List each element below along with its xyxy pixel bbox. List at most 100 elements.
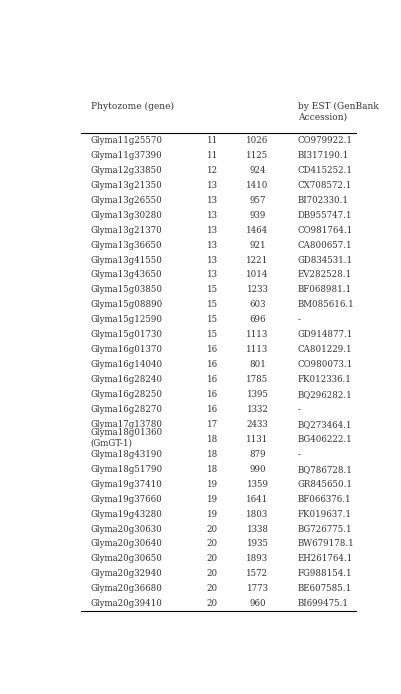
Text: BG406222.1: BG406222.1 — [297, 435, 352, 444]
Text: Glyma12g33850: Glyma12g33850 — [91, 166, 162, 175]
Text: 20: 20 — [206, 539, 217, 548]
Text: 1785: 1785 — [246, 375, 268, 384]
Text: BF066376.1: BF066376.1 — [297, 495, 351, 504]
Text: Glyma13g41550: Glyma13g41550 — [91, 255, 162, 264]
Text: 17: 17 — [206, 420, 217, 429]
Text: 18: 18 — [206, 450, 217, 459]
Text: BQ296282.1: BQ296282.1 — [297, 390, 352, 399]
Text: 1773: 1773 — [246, 584, 268, 593]
Text: 13: 13 — [206, 255, 217, 264]
Text: 15: 15 — [206, 285, 217, 294]
Text: 1338: 1338 — [246, 525, 268, 534]
Text: 16: 16 — [206, 375, 217, 384]
Text: Glyma20g30640: Glyma20g30640 — [91, 539, 162, 548]
Text: -: - — [297, 315, 300, 324]
Text: 20: 20 — [206, 584, 217, 593]
Text: 19: 19 — [206, 495, 217, 504]
Text: 2433: 2433 — [246, 420, 267, 429]
Text: Glyma19g37410: Glyma19g37410 — [91, 480, 162, 489]
Text: GD834531.1: GD834531.1 — [297, 255, 352, 264]
Text: BM085616.1: BM085616.1 — [297, 301, 354, 310]
Text: CO979922.1: CO979922.1 — [297, 136, 352, 145]
Text: 924: 924 — [249, 166, 265, 175]
Text: 16: 16 — [206, 405, 217, 414]
Text: 1026: 1026 — [246, 136, 268, 145]
Text: EH261764.1: EH261764.1 — [297, 555, 352, 564]
Text: FG988154.1: FG988154.1 — [297, 569, 352, 578]
Text: Glyma16g01370: Glyma16g01370 — [91, 345, 162, 354]
Text: 957: 957 — [249, 196, 265, 205]
Text: 1893: 1893 — [246, 555, 268, 564]
Text: Glyma16g28270: Glyma16g28270 — [91, 405, 162, 414]
Text: 879: 879 — [249, 450, 265, 459]
Text: 18: 18 — [206, 465, 217, 474]
Text: Glyma19g43280: Glyma19g43280 — [91, 509, 162, 518]
Text: 990: 990 — [249, 465, 265, 474]
Text: 13: 13 — [206, 196, 217, 205]
Text: 16: 16 — [206, 345, 217, 354]
Text: 15: 15 — [206, 330, 217, 339]
Text: 12: 12 — [206, 166, 217, 175]
Text: BI317190.1: BI317190.1 — [297, 151, 348, 160]
Text: 11: 11 — [206, 151, 217, 160]
Text: 11: 11 — [206, 136, 217, 145]
Text: -: - — [297, 450, 300, 459]
Text: 20: 20 — [206, 600, 217, 608]
Text: Glyma13g21350: Glyma13g21350 — [91, 181, 162, 189]
Text: Glyma20g32940: Glyma20g32940 — [91, 569, 162, 578]
Text: Glyma11g37390: Glyma11g37390 — [91, 151, 162, 160]
Text: 1641: 1641 — [246, 495, 268, 504]
Text: 1572: 1572 — [246, 569, 268, 578]
Text: 1464: 1464 — [246, 226, 268, 235]
Text: 1221: 1221 — [246, 255, 268, 264]
Text: Glyma15g01730: Glyma15g01730 — [91, 330, 162, 339]
Text: 20: 20 — [206, 555, 217, 564]
Text: CO981764.1: CO981764.1 — [297, 226, 352, 235]
Text: 1935: 1935 — [246, 539, 268, 548]
Text: 939: 939 — [249, 211, 265, 220]
Text: BI699475.1: BI699475.1 — [297, 600, 348, 608]
Text: Glyma20g30630: Glyma20g30630 — [91, 525, 162, 534]
Text: 1014: 1014 — [246, 271, 268, 280]
Text: BG726775.1: BG726775.1 — [297, 525, 352, 534]
Text: 20: 20 — [206, 525, 217, 534]
Text: 13: 13 — [206, 211, 217, 220]
Text: BQ786728.1: BQ786728.1 — [297, 465, 352, 474]
Text: 16: 16 — [206, 360, 217, 369]
Text: 13: 13 — [206, 241, 217, 250]
Text: 15: 15 — [206, 301, 217, 310]
Text: CO980073.1: CO980073.1 — [297, 360, 352, 369]
Text: 19: 19 — [206, 480, 217, 489]
Text: 1410: 1410 — [246, 181, 268, 189]
Text: 13: 13 — [206, 181, 217, 189]
Text: Glyma13g43650: Glyma13g43650 — [91, 271, 162, 280]
Text: 1113: 1113 — [246, 345, 268, 354]
Text: Glyma16g28240: Glyma16g28240 — [91, 375, 162, 384]
Text: FK012336.1: FK012336.1 — [297, 375, 351, 384]
Text: 13: 13 — [206, 226, 217, 235]
Text: 960: 960 — [249, 600, 265, 608]
Text: 19: 19 — [206, 509, 217, 518]
Text: 18: 18 — [206, 435, 217, 444]
Text: Glyma13g36650: Glyma13g36650 — [91, 241, 162, 250]
Text: Glyma20g30650: Glyma20g30650 — [91, 555, 162, 564]
Text: 921: 921 — [249, 241, 265, 250]
Text: CD415252.1: CD415252.1 — [297, 166, 352, 175]
Text: 20: 20 — [206, 569, 217, 578]
Text: GD914877.1: GD914877.1 — [297, 330, 352, 339]
Text: Glyma16g28250: Glyma16g28250 — [91, 390, 162, 399]
Text: Glyma20g39410: Glyma20g39410 — [91, 600, 162, 608]
Text: -: - — [297, 405, 300, 414]
Text: Glyma13g30280: Glyma13g30280 — [91, 211, 162, 220]
Text: 696: 696 — [249, 315, 265, 324]
Text: BQ273464.1: BQ273464.1 — [297, 420, 352, 429]
Text: CA800657.1: CA800657.1 — [297, 241, 352, 250]
Text: Glyma18g51790: Glyma18g51790 — [91, 465, 162, 474]
Text: 1359: 1359 — [246, 480, 268, 489]
Text: 16: 16 — [206, 390, 217, 399]
Text: 13: 13 — [206, 271, 217, 280]
Text: Glyma15g08890: Glyma15g08890 — [91, 301, 162, 310]
Text: 1131: 1131 — [246, 435, 268, 444]
Text: 603: 603 — [249, 301, 265, 310]
Text: Glyma18g01360
(GmGT-1): Glyma18g01360 (GmGT-1) — [91, 428, 162, 448]
